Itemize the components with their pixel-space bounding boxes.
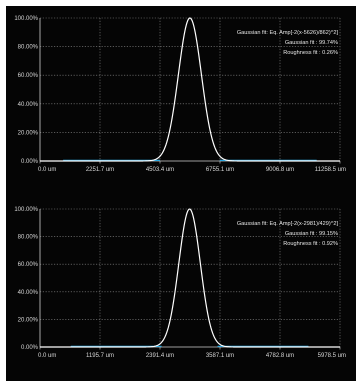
y-tick-label: 20.00% bbox=[18, 317, 39, 323]
x-tick-label: 11258.5 um bbox=[315, 167, 346, 173]
x-tick-label: 0.0 um bbox=[38, 353, 56, 359]
x-tick-label: 2251.7 um bbox=[86, 167, 114, 173]
y-tick-label: 60.00% bbox=[18, 73, 39, 79]
gaussian-profile-line bbox=[40, 17, 340, 162]
x-tick-label: 6755.1 um bbox=[206, 167, 234, 173]
chart-panel-2: 0.0 um 1195.7 um 2391.4 um 3587.1 um 4782.8 … bbox=[14, 207, 346, 359]
x-tick-label: 1195.7 um bbox=[86, 353, 114, 359]
y-tick-label: 80.00% bbox=[18, 235, 39, 241]
profiler-display: 0.0 um 2251.7 um 4503.4 um 6755.1 um 9006.8 … bbox=[6, 6, 356, 381]
x-tick-label: 4503.4 um bbox=[146, 167, 174, 173]
y-tick-label: 100.00% bbox=[14, 207, 38, 213]
x-tick-label: 5978.5 um bbox=[318, 353, 346, 359]
y-tick-label: 100.00% bbox=[14, 16, 38, 22]
gaussian-fit-annotation: Gaussian fit: Eq. Amp[-2(x-2981)/429)^2] bbox=[237, 221, 339, 227]
y-tick-label: 0.00% bbox=[21, 159, 39, 165]
gaussian-fit-annotation: Gaussian fit: Eq. Amp[-2(x-5626)/862)^2] bbox=[237, 30, 339, 36]
gaussian-fit-annotation: Roughness fit : 0.26% bbox=[283, 50, 338, 56]
y-tick-label: 60.00% bbox=[18, 262, 39, 268]
y-tick-label: 40.00% bbox=[18, 102, 39, 108]
x-tick-label: 4782.8 um bbox=[266, 353, 294, 359]
y-tick-label: 80.00% bbox=[18, 45, 39, 51]
gaussian-profile-line bbox=[40, 208, 340, 348]
y-tick-label: 20.00% bbox=[18, 130, 39, 136]
y-tick-label: 0.00% bbox=[21, 345, 39, 351]
x-tick-label: 2391.4 um bbox=[146, 353, 174, 359]
x-tick-label: 3587.1 um bbox=[206, 353, 234, 359]
gaussian-fit-annotation: Gaussian fit : 99.74% bbox=[285, 40, 338, 46]
y-tick-label: 40.00% bbox=[18, 290, 39, 296]
beam-profile-charts: 0.0 um 2251.7 um 4503.4 um 6755.1 um 9006.8 … bbox=[14, 16, 346, 359]
x-tick-label: 0.0 um bbox=[38, 167, 56, 173]
gaussian-fit-annotation: Roughness fit : 0.92% bbox=[283, 241, 338, 247]
chart-panel-1: 0.0 um 2251.7 um 4503.4 um 6755.1 um 9006.8 … bbox=[14, 16, 346, 173]
x-tick-label: 9006.8 um bbox=[266, 167, 294, 173]
gaussian-fit-annotation: Gaussian fit : 99.15% bbox=[285, 231, 338, 237]
